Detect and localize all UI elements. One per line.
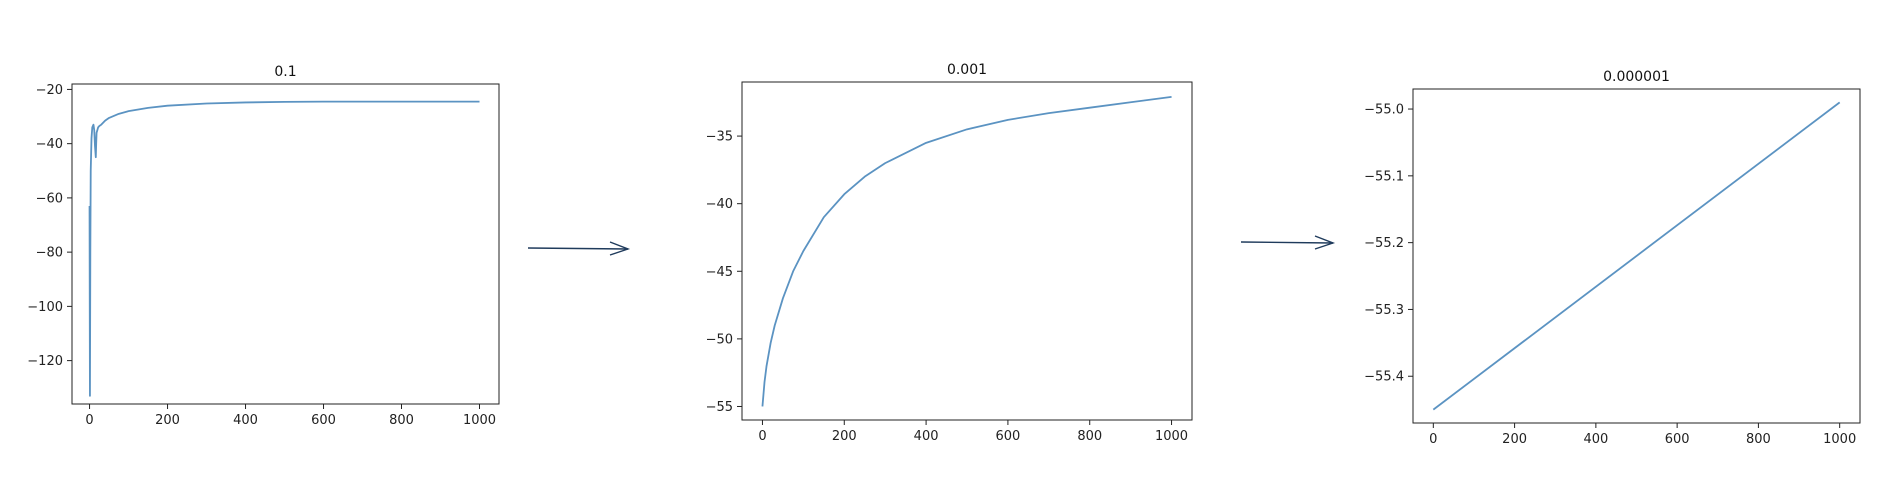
chart-title: 0.000001 <box>1603 69 1670 85</box>
plot-frame <box>1412 88 1861 424</box>
arrow-2-to-3 <box>1240 235 1336 250</box>
chart-lr-0-1: 0.1 0 200 400 600 800 1000 −120 −100 −80 −60 −40 −20 <box>27 64 500 428</box>
arrow-1-to-2 <box>527 241 631 256</box>
y-tick-label: −55.2 <box>1364 236 1404 251</box>
x-tick-label: 0 <box>85 413 93 428</box>
y-tick-label: −120 <box>27 354 63 369</box>
x-tick-label: 400 <box>233 413 258 428</box>
x-tick-label: 800 <box>1746 432 1771 447</box>
y-tick-label: −55.1 <box>1364 169 1404 184</box>
x-tick-label: 200 <box>1502 432 1527 447</box>
x-tick-label: 400 <box>914 429 939 444</box>
x-tick-label: 800 <box>389 413 414 428</box>
x-tick-label: 800 <box>1077 429 1102 444</box>
chart-lr-0-001: 0.001 0 200 400 600 800 1000 −55 −50 −45 −40 −35 <box>706 62 1193 444</box>
y-tick-label: −45 <box>706 265 733 280</box>
y-tick-label: −60 <box>36 191 63 206</box>
arrow-head <box>1314 235 1336 250</box>
x-tick-label: 600 <box>1665 432 1690 447</box>
x-tick-label: 1000 <box>463 413 496 428</box>
y-tick-label: −80 <box>36 246 63 261</box>
y-tick-label: −100 <box>27 300 63 315</box>
x-tick-label: 0 <box>758 429 766 444</box>
x-tick-label: 600 <box>995 429 1020 444</box>
chart-title: 0.001 <box>947 62 987 78</box>
y-tick-label: −20 <box>36 83 63 98</box>
y-tick-label: −40 <box>706 197 733 212</box>
x-tick-label: 0 <box>1429 432 1437 447</box>
series-line <box>88 100 480 397</box>
plot-frame <box>71 83 500 405</box>
x-tick-label: 200 <box>832 429 857 444</box>
y-tick-label: −40 <box>36 137 63 152</box>
series-line <box>761 95 1172 407</box>
x-tick-label: 400 <box>1583 432 1608 447</box>
x-tick-label: 1000 <box>1155 429 1188 444</box>
x-tick-label: 1000 <box>1823 432 1856 447</box>
x-tick-label: 200 <box>155 413 180 428</box>
y-tick-label: −50 <box>706 332 733 347</box>
chart-title: 0.1 <box>274 64 296 80</box>
y-tick-label: −55.4 <box>1364 370 1404 385</box>
arrow-shaft <box>1240 241 1334 244</box>
arrow-shaft <box>527 247 629 250</box>
arrow-head <box>609 241 631 256</box>
y-tick-label: −35 <box>706 130 733 145</box>
chart-lr-0-000001: 0.000001 0 200 400 600 800 1000 −55.4 −55.3 −55.2… <box>1364 69 1861 447</box>
y-tick-label: −55.3 <box>1364 303 1404 318</box>
series-line <box>1432 101 1841 411</box>
y-tick-label: −55.0 <box>1364 103 1404 118</box>
y-tick-label: −55 <box>706 400 733 415</box>
plot-frame <box>741 81 1193 421</box>
x-tick-label: 600 <box>311 413 336 428</box>
